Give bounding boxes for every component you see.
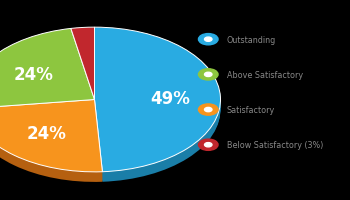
Wedge shape xyxy=(0,109,103,181)
Wedge shape xyxy=(71,37,95,109)
Wedge shape xyxy=(0,30,94,110)
Wedge shape xyxy=(0,31,94,111)
Wedge shape xyxy=(0,101,103,173)
Wedge shape xyxy=(94,33,220,177)
Circle shape xyxy=(198,69,218,81)
Wedge shape xyxy=(94,34,220,178)
Wedge shape xyxy=(71,29,95,101)
Wedge shape xyxy=(0,106,103,178)
Wedge shape xyxy=(0,105,103,177)
Wedge shape xyxy=(71,38,95,110)
Wedge shape xyxy=(94,37,220,181)
Wedge shape xyxy=(94,29,220,173)
Wedge shape xyxy=(0,110,103,182)
Wedge shape xyxy=(94,28,220,172)
Wedge shape xyxy=(0,32,94,112)
Wedge shape xyxy=(0,100,103,172)
Wedge shape xyxy=(94,35,220,179)
Text: 49%: 49% xyxy=(150,90,190,108)
Circle shape xyxy=(204,108,212,112)
Wedge shape xyxy=(94,31,220,175)
Text: Below Satisfactory (3%): Below Satisfactory (3%) xyxy=(227,141,323,149)
Wedge shape xyxy=(0,37,94,117)
Wedge shape xyxy=(71,33,95,105)
Wedge shape xyxy=(71,32,95,104)
Wedge shape xyxy=(71,31,95,103)
Wedge shape xyxy=(0,103,103,175)
Wedge shape xyxy=(71,35,95,107)
Text: 24%: 24% xyxy=(13,66,53,84)
Wedge shape xyxy=(71,28,95,100)
Text: Satisfactory: Satisfactory xyxy=(227,106,275,114)
Wedge shape xyxy=(71,34,95,106)
Circle shape xyxy=(198,104,218,116)
Text: 24%: 24% xyxy=(26,124,66,142)
Wedge shape xyxy=(0,102,103,174)
Wedge shape xyxy=(0,107,103,179)
Wedge shape xyxy=(0,108,103,180)
Wedge shape xyxy=(0,35,94,115)
Circle shape xyxy=(204,73,212,77)
Wedge shape xyxy=(71,36,95,108)
Wedge shape xyxy=(94,30,220,174)
Wedge shape xyxy=(94,36,220,180)
Circle shape xyxy=(204,143,212,147)
Wedge shape xyxy=(0,38,94,118)
Circle shape xyxy=(198,34,218,46)
Wedge shape xyxy=(71,30,95,102)
Wedge shape xyxy=(0,33,94,113)
Circle shape xyxy=(204,38,212,42)
Wedge shape xyxy=(94,32,220,176)
Text: Above Satisfactory: Above Satisfactory xyxy=(227,71,303,79)
Circle shape xyxy=(198,139,218,151)
Wedge shape xyxy=(0,104,103,176)
Wedge shape xyxy=(0,34,94,114)
Text: Outstanding: Outstanding xyxy=(227,36,276,44)
Wedge shape xyxy=(0,39,94,119)
Wedge shape xyxy=(94,38,220,182)
Wedge shape xyxy=(0,36,94,116)
Wedge shape xyxy=(0,29,94,109)
